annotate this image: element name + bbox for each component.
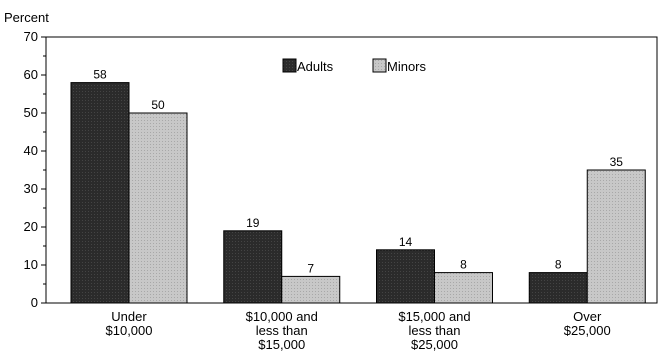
bar-value-label: 7 — [307, 261, 314, 275]
x-tick-label: $10,000 and less than $15,000 — [246, 309, 318, 352]
y-axis-label: Percent — [4, 10, 49, 25]
bar-adults — [223, 230, 283, 304]
bar-minors — [586, 169, 646, 304]
legend-swatch-adults — [282, 58, 297, 73]
x-tick-label: Under $10,000 — [106, 309, 153, 338]
bar-value-label: 35 — [610, 155, 624, 169]
x-tick-label: $15,000 and less than $25,000 — [398, 309, 470, 352]
bar-value-label: 14 — [399, 235, 413, 249]
bar-value-label: 8 — [460, 258, 467, 272]
legend-label-adults: Adults — [297, 59, 334, 74]
legend: Adults Minors — [282, 58, 427, 74]
bar-value-label: 19 — [246, 216, 260, 230]
bar-minors — [281, 275, 341, 304]
y-tick-label: 0 — [31, 295, 38, 310]
bar-value-label: 50 — [151, 98, 165, 112]
bar-value-label: 58 — [93, 68, 107, 82]
y-tick-label: 40 — [24, 143, 38, 158]
bar-value-label: 8 — [555, 258, 562, 272]
plot-area: 0 10 20 30 40 50 60 70 58 50 Under $10,000 19 7 $10,00… — [24, 29, 658, 352]
y-tick-label: 70 — [24, 29, 38, 44]
x-tick-label: Over $25,000 — [564, 309, 611, 338]
bar-adults — [376, 249, 435, 304]
bar-adults — [70, 82, 130, 304]
bar-minors — [434, 272, 493, 304]
bar-adults — [528, 272, 588, 304]
y-tick-label: 50 — [24, 105, 38, 120]
y-tick-label: 30 — [24, 181, 38, 196]
legend-label-minors: Minors — [387, 59, 427, 74]
y-tick-label: 10 — [24, 257, 38, 272]
y-tick-label: 60 — [24, 67, 38, 82]
y-tick-label: 20 — [24, 219, 38, 234]
bar-minors — [128, 112, 188, 304]
legend-swatch-minors — [372, 58, 387, 73]
